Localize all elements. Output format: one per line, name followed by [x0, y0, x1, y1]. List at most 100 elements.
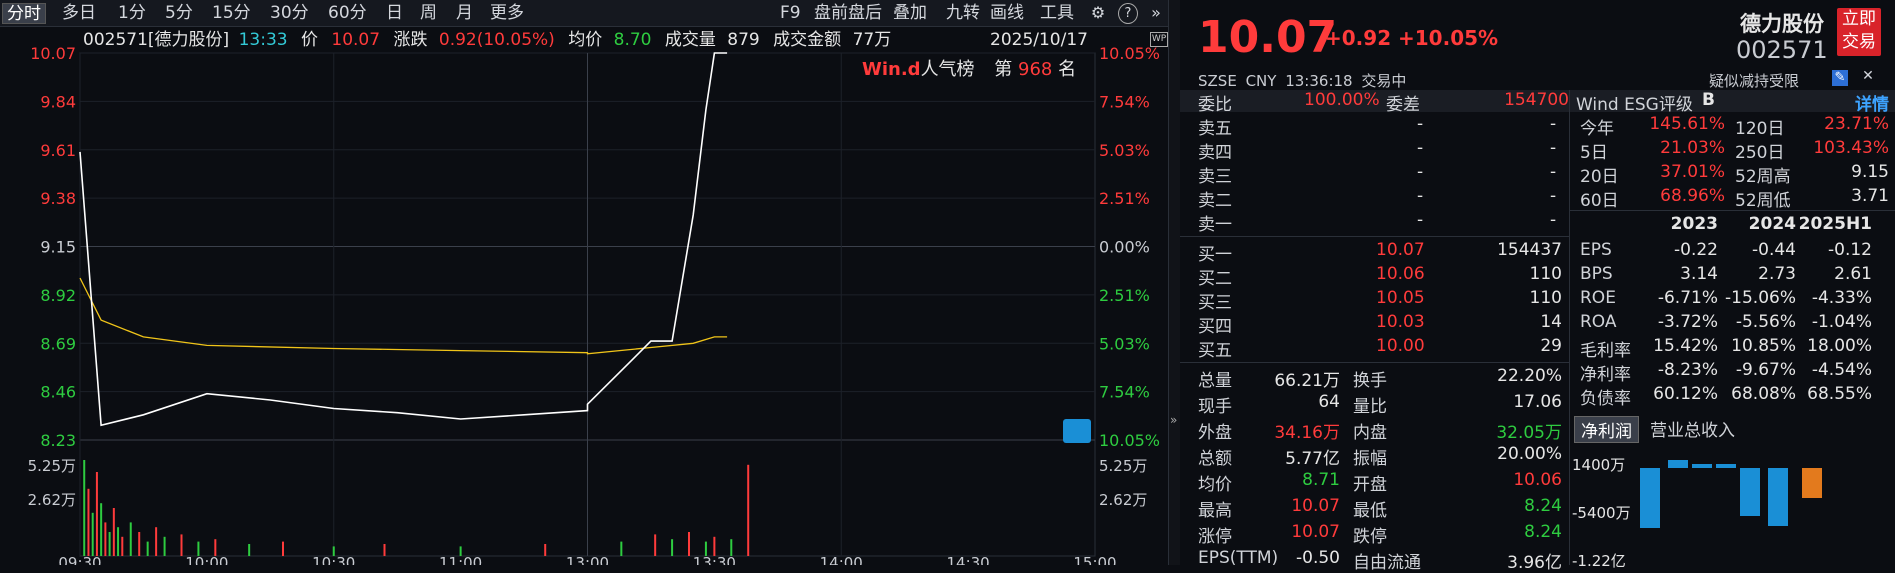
period-tab[interactable]: 更多	[490, 3, 524, 23]
fin-value: -9.67%	[1735, 360, 1796, 380]
trade-button[interactable]: 立即 交易	[1837, 8, 1881, 56]
stat-value: 5.77亿	[1285, 449, 1340, 469]
edit-icon[interactable]: ✎	[1832, 70, 1848, 86]
mini-chart-tab[interactable]: 净利润	[1574, 416, 1639, 443]
perf-label: 60日	[1580, 191, 1619, 211]
period-tab[interactable]: 15分	[212, 3, 251, 23]
avg-price-line	[79, 277, 728, 355]
volume-bar	[146, 541, 149, 556]
fin-value: 2.73	[1758, 264, 1796, 284]
esg-detail-link[interactable]: 详情	[1855, 95, 1889, 115]
volume-bar	[654, 534, 657, 556]
stat-value: 10.07	[1291, 496, 1340, 516]
ask-price: -	[1417, 138, 1424, 158]
bid-price: 10.05	[1376, 288, 1425, 308]
close-icon[interactable]: ✕	[1862, 68, 1874, 84]
toolbar-item[interactable]: 工具	[1040, 3, 1074, 23]
stat-value: 32.05万	[1496, 423, 1562, 443]
rank-value: 968	[1018, 59, 1053, 80]
period-tab[interactable]: 周	[420, 3, 437, 23]
period-tab[interactable]: 1分	[118, 3, 146, 23]
ask-volume: -	[1550, 162, 1557, 182]
ask-volume: -	[1550, 138, 1557, 158]
esg-label: Wind ESG评级	[1576, 95, 1693, 115]
fin-value: -15.06%	[1725, 288, 1796, 308]
stat-label: 最低	[1353, 501, 1387, 521]
wp-icon[interactable]: WP	[1150, 32, 1168, 47]
volume-bar	[83, 460, 86, 556]
toolbar-item[interactable]: 盘前盘后	[814, 3, 882, 23]
wind-logo: Win.d	[862, 59, 921, 80]
volume-bar	[87, 488, 90, 556]
pct-tick-label: 0.00%	[1099, 238, 1150, 257]
price-tick-label: 9.38	[40, 189, 76, 208]
volume-value: 879	[727, 30, 760, 50]
period-tab[interactable]: 多日	[62, 3, 96, 23]
fin-divider	[1570, 210, 1895, 211]
volume-tick-label: 5.25万	[1099, 457, 1147, 475]
fin-label: EPS	[1580, 240, 1612, 260]
help-icon[interactable]: ?	[1118, 3, 1138, 24]
collapse-icon[interactable]: »	[1151, 3, 1161, 22]
bid-label: 买二	[1198, 269, 1232, 289]
volume-bar	[214, 539, 217, 556]
toolbar-item[interactable]: 九转	[946, 3, 980, 23]
gear-icon[interactable]: ⚙	[1090, 3, 1106, 22]
popularity-badge[interactable]: Win.d人气榜 第 968 名	[862, 55, 1076, 81]
scroll-widget[interactable]	[1063, 419, 1091, 443]
stat-label: 换手	[1353, 371, 1387, 391]
pct-tick-label: 10.05%	[1099, 44, 1160, 63]
stat-value: 20.00%	[1497, 444, 1562, 464]
bid-price: 10.03	[1376, 312, 1425, 332]
bid-volume: 110	[1529, 264, 1562, 284]
stat-label: 外盘	[1198, 423, 1232, 443]
fin-value: 68.55%	[1807, 384, 1872, 404]
time-tick-label: 13:30	[693, 554, 736, 565]
period-tab[interactable]: 5分	[165, 3, 193, 23]
perf-value: 145.61%	[1649, 114, 1725, 134]
fin-value: -0.22	[1674, 240, 1718, 260]
mini-axis-label: 1400万	[1572, 456, 1626, 474]
order-book: 委比 100.00% 委差 154700 卖五 - - 卖四 - - 卖三 - - 卖二 - - 卖一 - - 买一 1…	[1180, 90, 1569, 573]
time-tick-label: 15:00	[1073, 554, 1116, 565]
perf-value: 3.71	[1851, 186, 1889, 206]
fin-value: -0.44	[1752, 240, 1796, 260]
panel-divider[interactable]: »	[1168, 0, 1180, 565]
mini-chart-tab[interactable]: 营业总收入	[1650, 421, 1735, 441]
period-tab[interactable]: 日	[386, 3, 403, 23]
stat-value: 17.06	[1513, 392, 1562, 412]
volume-bar	[163, 536, 166, 556]
toolbar-item[interactable]: 画线	[990, 3, 1024, 23]
orderbook-divider	[1180, 236, 1569, 237]
mini-axis-label: -5400万	[1572, 504, 1631, 522]
ask-price: -	[1417, 210, 1424, 230]
volume-bar	[688, 532, 690, 556]
avg-label: 均价	[568, 30, 603, 50]
toolbar-item[interactable]: F9	[780, 3, 801, 23]
stat-label: EPS(TTM)	[1198, 548, 1279, 568]
volume-bar	[100, 503, 103, 556]
period-tab[interactable]: 60分	[328, 3, 367, 23]
stat-label: 均价	[1198, 475, 1232, 495]
volume-bar	[129, 522, 132, 556]
price-line	[79, 52, 728, 427]
fin-value: -1.04%	[1811, 312, 1872, 332]
commission-ratio-value: 100.00%	[1304, 90, 1380, 110]
perf-label: 20日	[1580, 167, 1619, 187]
price-tick-label: 9.84	[40, 92, 76, 111]
volume-bar	[91, 512, 94, 556]
bid-price: 10.07	[1376, 240, 1425, 260]
price-tick-label: 8.46	[40, 383, 76, 402]
volume-bar	[459, 546, 462, 556]
quote-panel: 10.07 +0.92 +10.05% 德力股份 002571 立即 交易 SZ…	[1180, 0, 1895, 573]
toolbar-item[interactable]: 叠加	[893, 3, 927, 23]
price-tick-label: 8.23	[40, 431, 76, 450]
period-tab[interactable]: 30分	[270, 3, 309, 23]
notice-text[interactable]: 疑似减持受限	[1709, 72, 1800, 90]
price-chart-svg[interactable]: 10.07 9.84 9.61 9.38 9.15 8.92 8.69 8.46 8.23 10.…	[0, 27, 1168, 565]
period-tab[interactable]: 月	[456, 3, 473, 23]
period-tab[interactable]: 分时	[2, 3, 46, 24]
perf-value: 21.03%	[1660, 138, 1725, 158]
volume-bar	[332, 546, 335, 556]
expand-arrow-icon[interactable]: »	[1170, 413, 1178, 427]
